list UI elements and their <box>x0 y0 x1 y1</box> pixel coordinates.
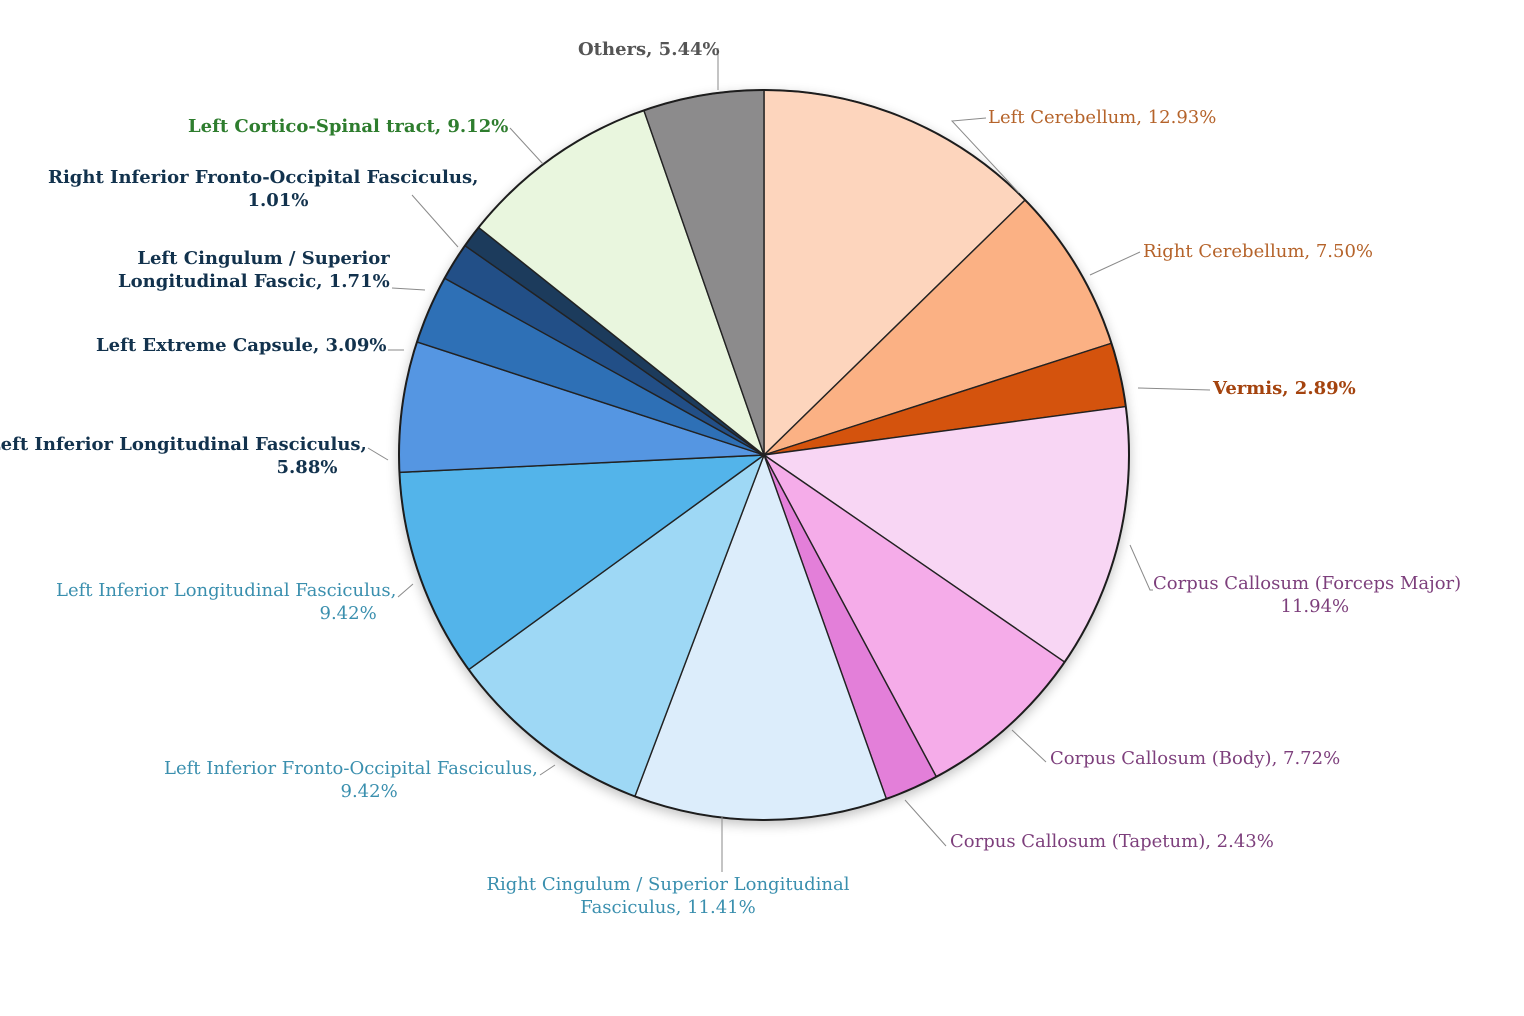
slice-label-line: Fasciculus, 11.41% <box>580 897 756 918</box>
slice-label-line: 11.94% <box>1280 596 1350 617</box>
slice-label-right-cerebellum: Right Cerebellum, 7.50% <box>1143 240 1373 263</box>
slice-label-line: Right Cingulum / Superior Longitudinal <box>486 874 850 895</box>
slice-label-others: Others, 5.44% <box>578 38 720 61</box>
slice-label-cc-tapetum: Corpus Callosum (Tapetum), 2.43% <box>950 830 1274 853</box>
slice-label-left-cst: Left Cortico-Spinal tract, 9.12% <box>188 115 508 138</box>
slice-label-left-extreme-capsule: Left Extreme Capsule, 3.09% <box>96 334 386 357</box>
slice-label-line: Corpus Callosum (Body), 7.72% <box>1050 748 1341 769</box>
leader-line-left-ilf-light <box>397 583 414 598</box>
slice-label-line: 9.42% <box>340 781 398 802</box>
slice-label-line: Left Extreme Capsule, 3.09% <box>96 335 387 356</box>
slice-label-left-ilf-light: Left Inferior Longitudinal Fasciculus, 9.… <box>56 579 396 625</box>
slice-label-left-cerebellum: Left Cerebellum, 12.93% <box>988 106 1216 129</box>
pie-outline <box>398 89 1130 821</box>
slice-label-cc-body: Corpus Callosum (Body), 7.72% <box>1050 747 1340 770</box>
slice-label-line: Vermis, 2.89% <box>1213 378 1356 399</box>
leader-line-cc-tapetum <box>904 799 947 847</box>
slice-label-line: Left Cerebellum, 12.93% <box>988 107 1217 128</box>
leader-line-cc-body <box>1011 729 1047 763</box>
slice-label-line: 1.01% <box>247 190 309 211</box>
leader-line-left-ilf-dark <box>367 447 389 461</box>
slice-label-line: Right Inferior Fronto-Occipital Fascicul… <box>48 167 479 188</box>
slice-label-cc-forceps-major: Corpus Callosum (Forceps Major) 11.94% <box>1153 572 1461 618</box>
slice-label-line: 5.88% <box>276 457 338 478</box>
slice-label-line: Corpus Callosum (Tapetum), 2.43% <box>950 831 1274 852</box>
slice-label-right-ifof: Right Inferior Fronto-Occipital Fascicul… <box>48 166 478 212</box>
leader-line-cc-forceps-major <box>1129 544 1153 591</box>
slice-label-line: Left Inferior Longitudinal Fasciculus, <box>56 580 397 601</box>
slice-label-line: Left Cingulum / Superior <box>137 248 390 269</box>
leader-line-vermis <box>1137 387 1211 391</box>
slice-label-line: Left Inferior Longitudinal Fasciculus, <box>0 434 367 455</box>
leader-line-left-cst <box>509 127 544 165</box>
pie-slices <box>398 89 1130 821</box>
slice-label-line: 9.42% <box>319 603 377 624</box>
slice-label-line: Right Cerebellum, 7.50% <box>1143 241 1374 262</box>
slice-label-left-ifof: Left Inferior Fronto-Occipital Fasciculu… <box>164 757 538 803</box>
leader-line-right-ifof <box>411 194 459 248</box>
slice-label-left-cingulum-slf: Left Cingulum / Superior Longitudinal Fas… <box>118 247 390 293</box>
leader-line-left-cerebellum <box>950 117 1020 194</box>
slice-label-line: Corpus Callosum (Forceps Major) <box>1153 573 1462 594</box>
slice-label-line: Left Cortico-Spinal tract, 9.12% <box>188 116 509 137</box>
leader-line-left-ifof <box>539 764 556 776</box>
slice-label-line: Others, 5.44% <box>578 39 720 60</box>
slice-label-right-cingulum-slf: Right Cingulum / Superior Longitudinal Fa… <box>487 873 850 919</box>
slice-label-line: Left Inferior Fronto-Occipital Fasciculu… <box>164 758 538 779</box>
slice-label-line: Longitudinal Fascic, 1.71% <box>118 271 390 292</box>
leader-line-right-cerebellum <box>1089 251 1141 276</box>
leader-line-left-cingulum-slf <box>391 287 426 291</box>
slice-label-vermis: Vermis, 2.89% <box>1213 377 1356 400</box>
leader-lines <box>367 48 1211 872</box>
slice-label-left-ilf-dark: Left Inferior Longitudinal Fasciculus, 5.… <box>0 433 367 479</box>
